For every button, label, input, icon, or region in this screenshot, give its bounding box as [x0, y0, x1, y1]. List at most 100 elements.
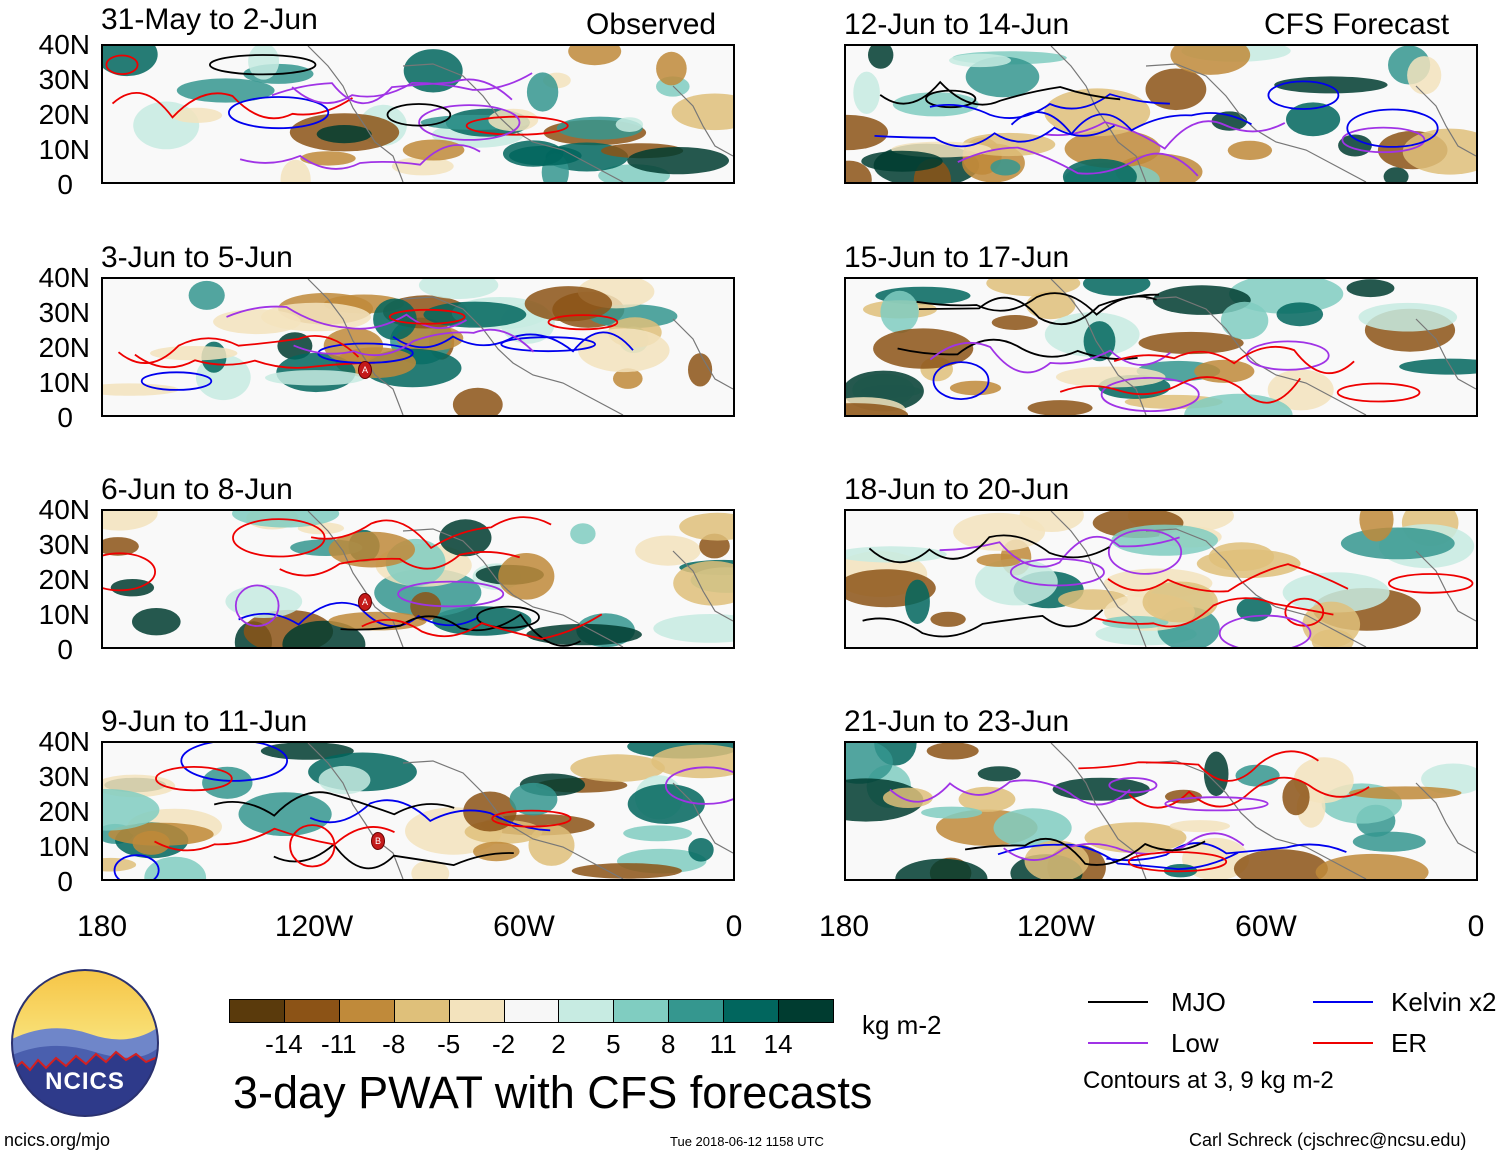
colorbar-tick-label: -14 — [265, 1029, 303, 1059]
contour-line — [1164, 796, 1269, 812]
pwat-anomaly-map — [103, 743, 733, 879]
lon-label: 120W — [1016, 910, 1096, 943]
anomaly-shading — [411, 860, 450, 879]
anomaly-shading — [316, 125, 372, 144]
anomaly-shading — [132, 608, 181, 636]
contour-line — [1100, 377, 1200, 413]
anomaly-shading — [1276, 302, 1324, 327]
anomaly-shading — [1142, 581, 1218, 623]
contour-line — [113, 854, 160, 879]
anomaly-shading — [463, 791, 517, 832]
storm-marker-icon: B — [371, 832, 385, 850]
contour-line — [1078, 750, 1319, 782]
anomaly-shading — [1152, 285, 1251, 315]
anomaly-shading — [1169, 820, 1230, 833]
contour-line — [111, 92, 354, 120]
contour-line — [918, 293, 1160, 325]
anomaly-shading — [395, 325, 464, 351]
contour-line — [140, 371, 213, 391]
coastline — [672, 782, 733, 854]
anomaly-shading — [265, 370, 365, 386]
pwat-anomaly-map — [846, 511, 1476, 647]
anomaly-shading — [570, 754, 665, 782]
contour-line — [1127, 851, 1228, 873]
anomaly-shading — [1421, 763, 1476, 795]
anomaly-shading — [880, 290, 919, 334]
anomaly-shading — [373, 298, 417, 341]
anomaly-shading — [150, 346, 238, 361]
anomaly-shading — [402, 139, 465, 161]
anomaly-shading — [1138, 331, 1244, 355]
colorbar-swatch — [613, 999, 670, 1023]
anomaly-shading — [1055, 366, 1166, 388]
map-panel — [844, 509, 1478, 649]
anomaly-shading — [688, 838, 714, 862]
colorbar-swatch — [778, 999, 834, 1023]
pwat-anomaly-map — [103, 511, 733, 647]
contour-line — [228, 96, 330, 130]
anomaly-shading — [1170, 46, 1251, 75]
lat-label: 40N — [38, 29, 90, 60]
anomaly-shading — [300, 151, 356, 166]
anomaly-shading — [452, 387, 503, 415]
anomaly-shading — [1233, 849, 1328, 879]
legend-line-mjo — [1088, 1001, 1148, 1003]
map-panel — [101, 277, 735, 417]
coastline — [1415, 85, 1476, 157]
anomaly-shading — [318, 765, 371, 795]
lat-label: 0 — [57, 169, 73, 200]
contour-line — [1336, 382, 1421, 403]
colorbar-tick-label: 5 — [606, 1029, 621, 1059]
ncics-logo-icon — [11, 969, 159, 1117]
anomaly-shading — [623, 825, 692, 842]
coastline — [1415, 782, 1476, 854]
anomaly-shading — [949, 53, 1011, 68]
anomaly-shading — [1235, 764, 1280, 787]
contour-line — [239, 144, 481, 170]
anomaly-shading — [213, 309, 301, 335]
ncics-logo: NCICS — [10, 968, 160, 1118]
legend-line-er — [1313, 1042, 1373, 1044]
anomaly-shading — [1019, 511, 1084, 532]
anomaly-shading — [953, 512, 1046, 551]
contour-line — [862, 609, 1104, 638]
anomaly-shading — [613, 368, 643, 389]
map-panel — [844, 44, 1478, 184]
panel-title: 6-Jun to 8-Jun — [101, 473, 293, 506]
observed-header: Observed — [586, 8, 717, 41]
anomaly-shading — [1399, 358, 1476, 375]
lon-label: 0 — [1467, 910, 1485, 943]
anomaly-shading — [403, 49, 463, 93]
main-title: 3-day PWAT with CFS forecasts — [233, 1067, 873, 1118]
contour-line — [388, 308, 466, 325]
pwat-anomaly-map — [846, 743, 1476, 879]
anomaly-shading — [1062, 158, 1137, 182]
anomaly-shading — [1102, 615, 1169, 629]
anomaly-shading — [568, 46, 622, 66]
anomaly-shading — [846, 743, 893, 784]
anomaly-shading — [280, 159, 311, 182]
contour-line — [1010, 111, 1252, 136]
anomaly-shading — [1352, 831, 1426, 852]
contour-line — [957, 146, 1199, 177]
anomaly-shading — [410, 592, 442, 621]
anomaly-shading — [528, 824, 575, 866]
colorbar-tick-label: -11 — [320, 1029, 357, 1059]
anomaly-shading — [993, 808, 1072, 848]
contour-line — [392, 331, 634, 353]
lat-label: 30N — [38, 529, 90, 560]
colorbar-tick-label: -8 — [382, 1029, 406, 1059]
panel-title: 3-Jun to 5-Jun — [101, 241, 293, 274]
colorbar-swatch — [393, 999, 450, 1023]
contour-line — [547, 314, 619, 331]
contour-line — [234, 584, 280, 627]
lat-label: 10N — [38, 831, 90, 862]
colorbar-units: kg m-2 — [862, 1010, 942, 1040]
colorbar-swatch — [448, 999, 505, 1023]
lat-label: 40N — [38, 494, 90, 525]
anomaly-shading — [846, 403, 909, 415]
anomaly-shading — [509, 782, 558, 816]
contour-line — [1267, 80, 1340, 110]
contour-line — [500, 336, 597, 353]
anomaly-shading — [439, 519, 492, 557]
